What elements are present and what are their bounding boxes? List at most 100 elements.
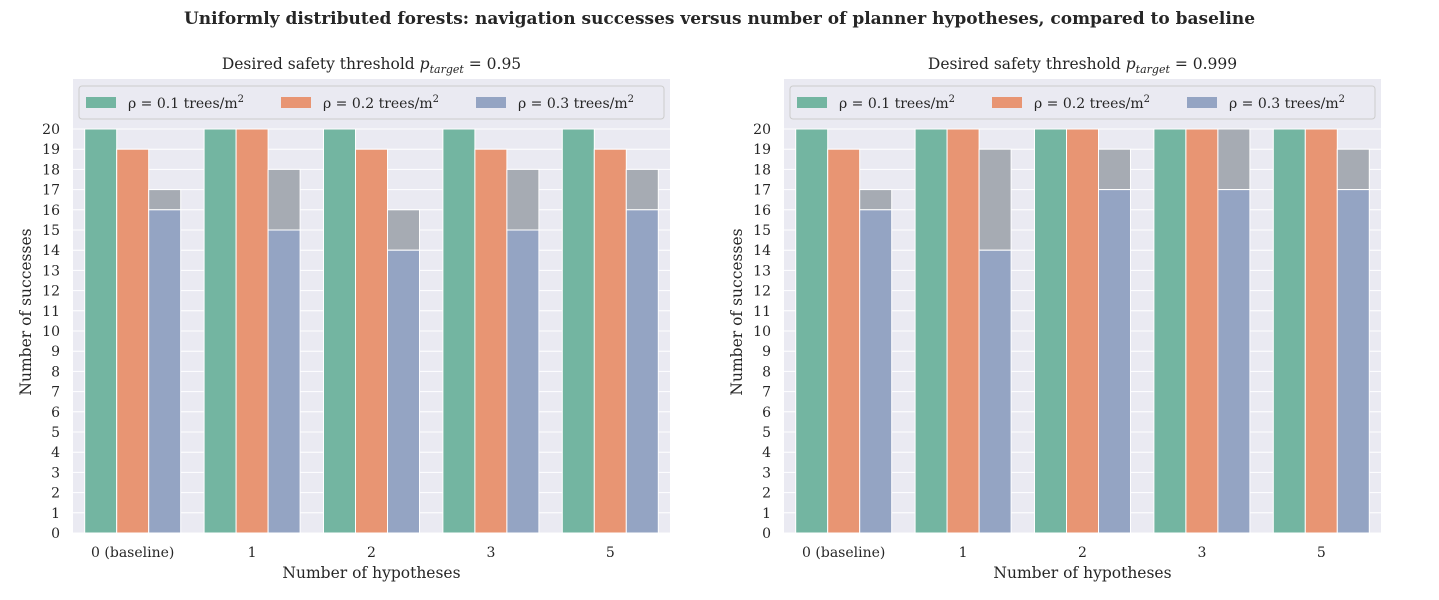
bar	[1304, 128, 1338, 534]
bar	[1034, 128, 1067, 534]
legend-swatch	[1187, 97, 1217, 108]
bar-extra-segment	[978, 148, 1012, 251]
y-tick-label: 7	[762, 385, 771, 401]
y-tick-label: 10	[42, 324, 60, 340]
y-tick-label: 17	[42, 183, 60, 199]
legend-swatch	[797, 97, 827, 108]
bar-extra-segment	[859, 189, 893, 211]
bar	[387, 249, 420, 534]
bar	[1098, 189, 1131, 534]
subplot-title: Desired safety threshold ptarget = 0.95	[222, 55, 521, 76]
bar-extra-segment	[1336, 148, 1370, 191]
legend-label: ρ = 0.3 trees/m2	[1229, 94, 1345, 112]
bar-extra-segment	[148, 189, 182, 211]
bar	[1066, 128, 1099, 534]
bar	[267, 229, 301, 534]
bar-extra-segment	[506, 168, 540, 231]
y-tick-label: 20	[753, 122, 771, 138]
subplot-title: Desired safety threshold ptarget = 0.999	[928, 55, 1237, 76]
bar	[84, 128, 118, 534]
bar-extra-segment	[625, 168, 659, 211]
y-tick-label: 18	[753, 162, 771, 178]
y-tick-label: 6	[51, 405, 60, 421]
y-tick-label: 3	[51, 465, 60, 481]
x-tick-label: 2	[367, 545, 376, 561]
bar	[1272, 128, 1306, 534]
bar	[1153, 128, 1187, 534]
y-tick-label: 14	[753, 243, 771, 259]
bar	[1185, 128, 1219, 534]
x-tick-label: 0 (baseline)	[91, 545, 174, 561]
bar	[442, 128, 476, 534]
y-tick-label: 14	[42, 243, 60, 259]
bar-extra-segment	[1217, 128, 1251, 191]
y-tick-label: 3	[762, 465, 771, 481]
bar	[827, 148, 861, 534]
y-tick-label: 13	[753, 263, 771, 279]
y-tick-label: 9	[762, 344, 771, 360]
y-tick-label: 15	[42, 223, 60, 239]
y-tick-label: 8	[51, 364, 60, 380]
y-tick-label: 19	[753, 142, 771, 158]
x-tick-label: 0 (baseline)	[802, 545, 885, 561]
bar	[561, 128, 595, 534]
y-tick-label: 9	[51, 344, 60, 360]
y-tick-label: 13	[42, 263, 60, 279]
y-tick-label: 10	[753, 324, 771, 340]
bar	[203, 128, 237, 534]
x-tick-label: 1	[248, 545, 257, 561]
x-tick-label: 3	[486, 545, 495, 561]
bar	[474, 148, 508, 534]
y-tick-label: 16	[42, 203, 60, 219]
y-tick-label: 11	[42, 304, 60, 320]
bar	[148, 209, 182, 534]
bar	[1336, 189, 1370, 534]
y-tick-label: 5	[51, 425, 60, 441]
y-tick-label: 15	[753, 223, 771, 239]
y-tick-label: 8	[762, 364, 771, 380]
y-tick-label: 20	[42, 122, 60, 138]
y-tick-label: 0	[762, 526, 771, 542]
y-tick-label: 2	[51, 486, 60, 502]
y-tick-label: 2	[762, 486, 771, 502]
bar-extra-segment	[387, 209, 420, 251]
bar	[914, 128, 948, 534]
x-tick-label: 5	[606, 545, 615, 561]
bar	[593, 148, 627, 534]
legend-swatch	[476, 97, 506, 108]
figure-title: Uniformly distributed forests: navigatio…	[183, 9, 1256, 29]
y-axis-label: Number of successes	[728, 228, 746, 395]
bar	[355, 148, 388, 534]
legend-swatch	[992, 97, 1022, 108]
y-axis-label: Number of successes	[17, 228, 35, 395]
y-tick-label: 11	[753, 304, 771, 320]
legend-swatch	[86, 97, 116, 108]
x-axis-label: Number of hypotheses	[993, 564, 1171, 582]
legend-label: ρ = 0.3 trees/m2	[518, 94, 634, 112]
bar	[946, 128, 980, 534]
legend-swatch	[281, 97, 311, 108]
y-tick-label: 12	[42, 284, 60, 300]
bar	[323, 128, 356, 534]
bar	[506, 229, 540, 534]
bar-extra-segment	[267, 168, 301, 231]
y-tick-label: 4	[51, 445, 60, 461]
y-tick-label: 4	[762, 445, 771, 461]
y-tick-label: 7	[51, 385, 60, 401]
x-axis-label: Number of hypotheses	[282, 564, 460, 582]
y-tick-label: 12	[753, 284, 771, 300]
y-tick-label: 17	[753, 183, 771, 199]
y-tick-label: 19	[42, 142, 60, 158]
bar	[859, 209, 893, 534]
bar	[235, 128, 269, 534]
legend-frame	[789, 85, 1376, 120]
legend: ρ = 0.1 trees/m2 ρ = 0.2 trees/m2 ρ = 0.3 …	[78, 85, 665, 120]
bar	[116, 148, 150, 534]
bar	[978, 249, 1012, 534]
x-tick-label: 2	[1078, 545, 1087, 561]
legend-label: ρ = 0.2 trees/m2	[1034, 94, 1150, 112]
legend: ρ = 0.1 trees/m2 ρ = 0.2 trees/m2 ρ = 0.3 …	[789, 85, 1376, 120]
